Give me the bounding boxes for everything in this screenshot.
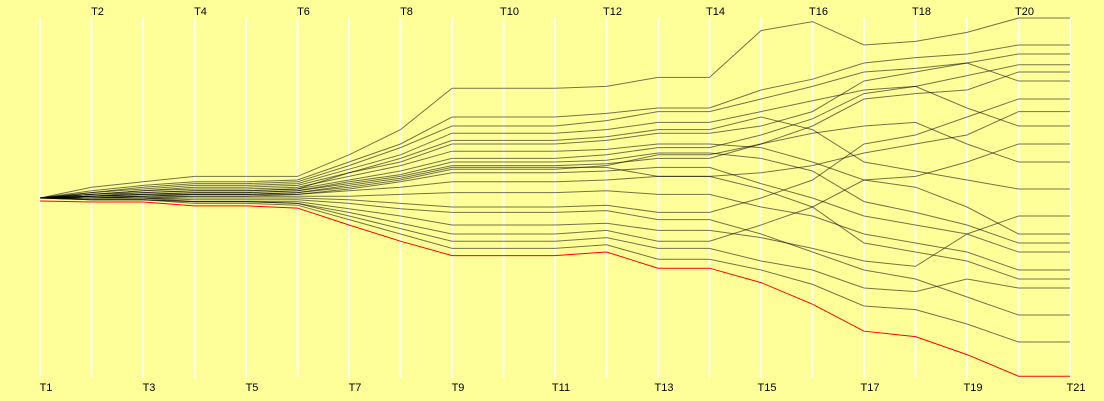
- axis-label: T5: [246, 382, 259, 394]
- axis-label: T9: [452, 382, 465, 394]
- series-line: [40, 166, 1070, 253]
- axis-label: T19: [964, 382, 983, 394]
- axis-label: T1: [40, 382, 53, 394]
- axis-label: T4: [194, 6, 207, 18]
- series-line: [39, 143, 1070, 235]
- axis-label: T15: [758, 382, 777, 394]
- axis-label: T3: [143, 382, 156, 394]
- series-line: [40, 197, 1070, 316]
- axis-label: T7: [349, 382, 362, 394]
- axis-label: T14: [706, 6, 725, 18]
- axis-label: T20: [1015, 6, 1034, 18]
- series-line: [39, 152, 1070, 244]
- series-line: [39, 17, 1070, 199]
- axis-label: T13: [655, 382, 674, 394]
- series-line: [39, 116, 1070, 199]
- series-line: [40, 166, 1070, 280]
- axis-label: T6: [297, 6, 310, 18]
- series-line: [39, 62, 1070, 199]
- series-line: [39, 64, 1070, 199]
- series-line: [39, 197, 1070, 343]
- series-line: [40, 98, 1070, 213]
- series-line: [39, 200, 1070, 377]
- axis-label: T21: [1067, 382, 1086, 394]
- axis-label: T10: [500, 6, 519, 18]
- axis-label: T16: [809, 6, 828, 18]
- series-line: [39, 197, 1070, 267]
- axis-label: T18: [912, 6, 931, 18]
- axis-label: T2: [91, 6, 104, 18]
- series-line: [39, 53, 1070, 199]
- series-line: [39, 44, 1070, 199]
- axis-label: T17: [861, 382, 880, 394]
- axis-label: T8: [400, 6, 413, 18]
- axis-label: T11: [552, 382, 570, 394]
- axis-label: T12: [603, 6, 622, 18]
